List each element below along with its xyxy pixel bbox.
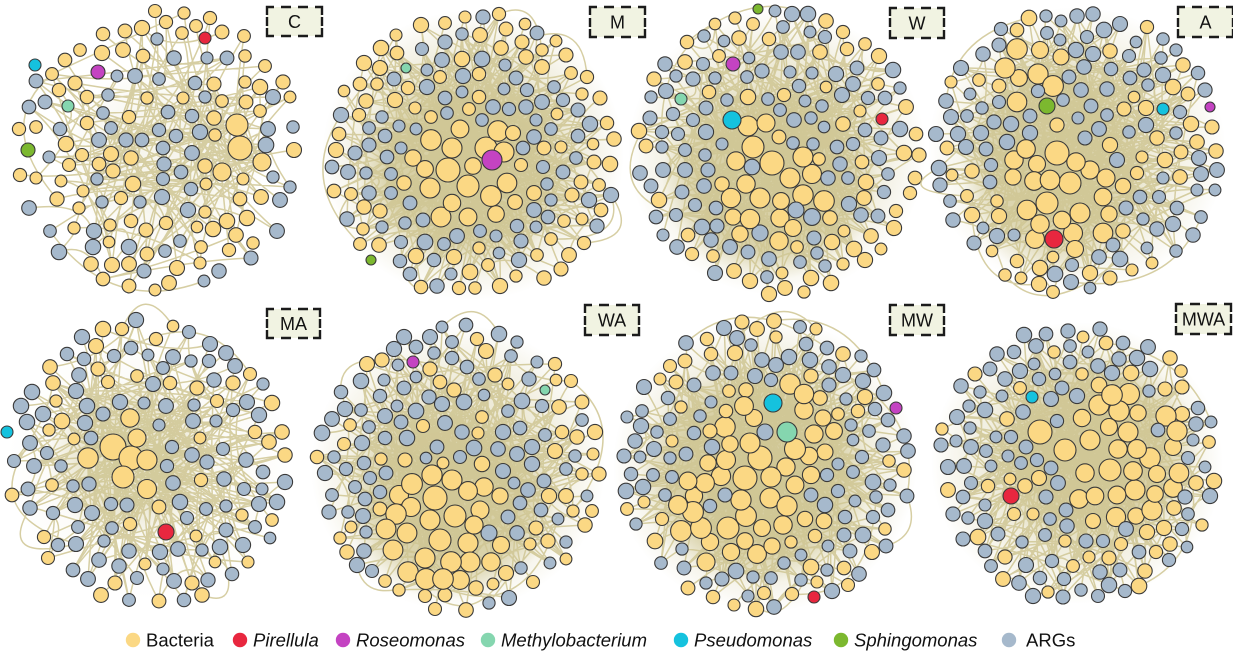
svg-text:Sphingomonas: Sphingomonas — [854, 630, 977, 651]
svg-text:Pirellula: Pirellula — [253, 630, 319, 651]
svg-text:MA: MA — [280, 314, 307, 334]
svg-text:C: C — [288, 12, 301, 32]
svg-text:Methylobacterium: Methylobacterium — [501, 630, 647, 651]
svg-text:Bacteria: Bacteria — [146, 630, 215, 651]
svg-text:Roseomonas: Roseomonas — [356, 630, 465, 651]
svg-text:MWA: MWA — [1182, 310, 1225, 330]
svg-text:MW: MW — [901, 311, 933, 331]
svg-text:A: A — [1199, 13, 1211, 33]
svg-text:WA: WA — [598, 311, 626, 331]
svg-text:W: W — [909, 14, 926, 34]
svg-text:Pseudomonas: Pseudomonas — [694, 630, 812, 651]
svg-text:M: M — [610, 13, 625, 33]
svg-text:ARGs: ARGs — [1026, 630, 1075, 651]
